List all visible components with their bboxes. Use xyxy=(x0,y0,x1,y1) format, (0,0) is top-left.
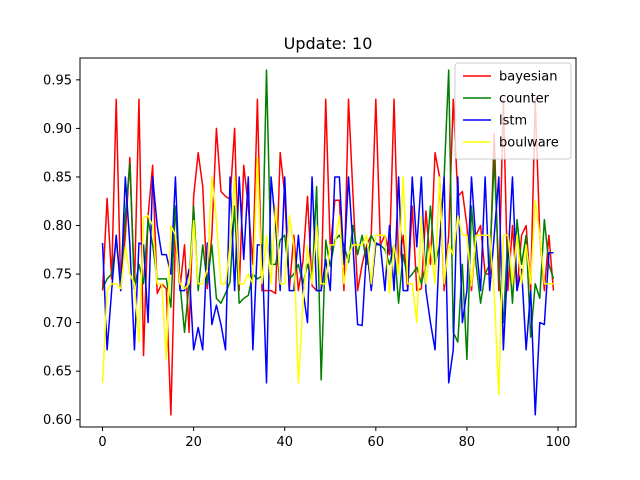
y-tick-label: 0.95 xyxy=(43,73,72,88)
x-tick-label: 100 xyxy=(546,435,571,450)
x-tick-label: 0 xyxy=(98,435,106,450)
y-tick-label: 0.60 xyxy=(43,413,72,428)
y-tick-label: 0.75 xyxy=(43,268,72,283)
x-axis: 0 20 40 60 80 100 xyxy=(98,427,570,450)
y-tick-label: 0.90 xyxy=(43,122,72,137)
legend-label-counter: counter xyxy=(499,92,550,107)
series-line-lstm xyxy=(101,176,554,416)
x-tick-label: 80 xyxy=(459,435,476,450)
y-tick-label: 0.70 xyxy=(43,316,72,331)
legend: bayesian counter lstm boulware xyxy=(454,62,572,160)
x-tick-label: 20 xyxy=(185,435,202,450)
x-tick-label: 60 xyxy=(368,435,385,450)
legend-label-lstm: lstm xyxy=(499,114,527,129)
plot-area xyxy=(101,69,555,416)
legend-label-boulware: boulware xyxy=(499,136,559,151)
chart-title: Update: 10 xyxy=(284,34,373,53)
x-tick-label: 40 xyxy=(276,435,293,450)
y-axis: 0.60 0.65 0.70 0.75 0.80 0.85 0.90 0.95 xyxy=(43,73,80,428)
series-line-boulware xyxy=(101,156,554,396)
legend-label-bayesian: bayesian xyxy=(499,70,558,85)
y-tick-label: 0.65 xyxy=(43,365,72,380)
y-tick-label: 0.85 xyxy=(43,170,72,185)
legend-box xyxy=(454,62,572,160)
axes-frame xyxy=(79,57,577,428)
y-tick-label: 0.80 xyxy=(43,219,72,234)
